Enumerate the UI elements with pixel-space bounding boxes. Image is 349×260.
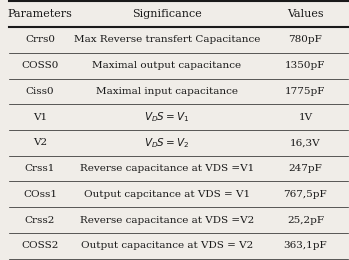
Text: Reverse capacitance at VDS =V1: Reverse capacitance at VDS =V1 bbox=[80, 164, 254, 173]
Text: Output capacitance at VDS = V2: Output capacitance at VDS = V2 bbox=[81, 241, 253, 250]
Text: Ciss0: Ciss0 bbox=[25, 87, 54, 96]
Text: 16,3V: 16,3V bbox=[290, 138, 321, 147]
Text: COSS2: COSS2 bbox=[21, 241, 59, 250]
Text: 780pF: 780pF bbox=[289, 35, 322, 44]
Text: 1350pF: 1350pF bbox=[285, 61, 326, 70]
Text: 25,2pF: 25,2pF bbox=[287, 216, 324, 225]
Text: 247pF: 247pF bbox=[289, 164, 322, 173]
Text: Maximal output capacitance: Maximal output capacitance bbox=[92, 61, 241, 70]
Text: Max Reverse transfert Capacitance: Max Reverse transfert Capacitance bbox=[74, 35, 260, 44]
Text: Output capcitance at VDS = V1: Output capcitance at VDS = V1 bbox=[84, 190, 250, 199]
Text: $V_D S = V_1$: $V_D S = V_1$ bbox=[144, 110, 190, 124]
Text: Values: Values bbox=[287, 9, 324, 19]
Text: Maximal input capacitance: Maximal input capacitance bbox=[96, 87, 238, 96]
Text: $V_D S = V_2$: $V_D S = V_2$ bbox=[144, 136, 190, 150]
Text: Reverse capacitance at VDS =V2: Reverse capacitance at VDS =V2 bbox=[80, 216, 254, 225]
Text: 1775pF: 1775pF bbox=[285, 87, 326, 96]
Text: Significance: Significance bbox=[132, 9, 202, 19]
Text: Crrs0: Crrs0 bbox=[25, 35, 55, 44]
Text: Crss1: Crss1 bbox=[25, 164, 55, 173]
Text: COSS0: COSS0 bbox=[21, 61, 59, 70]
Text: Parameters: Parameters bbox=[7, 9, 72, 19]
Text: V1: V1 bbox=[33, 113, 47, 122]
Text: Crss2: Crss2 bbox=[25, 216, 55, 225]
Text: V2: V2 bbox=[33, 138, 47, 147]
Text: 363,1pF: 363,1pF bbox=[283, 241, 327, 250]
Text: 767,5pF: 767,5pF bbox=[283, 190, 327, 199]
Text: 1V: 1V bbox=[298, 113, 312, 122]
Text: COss1: COss1 bbox=[23, 190, 57, 199]
